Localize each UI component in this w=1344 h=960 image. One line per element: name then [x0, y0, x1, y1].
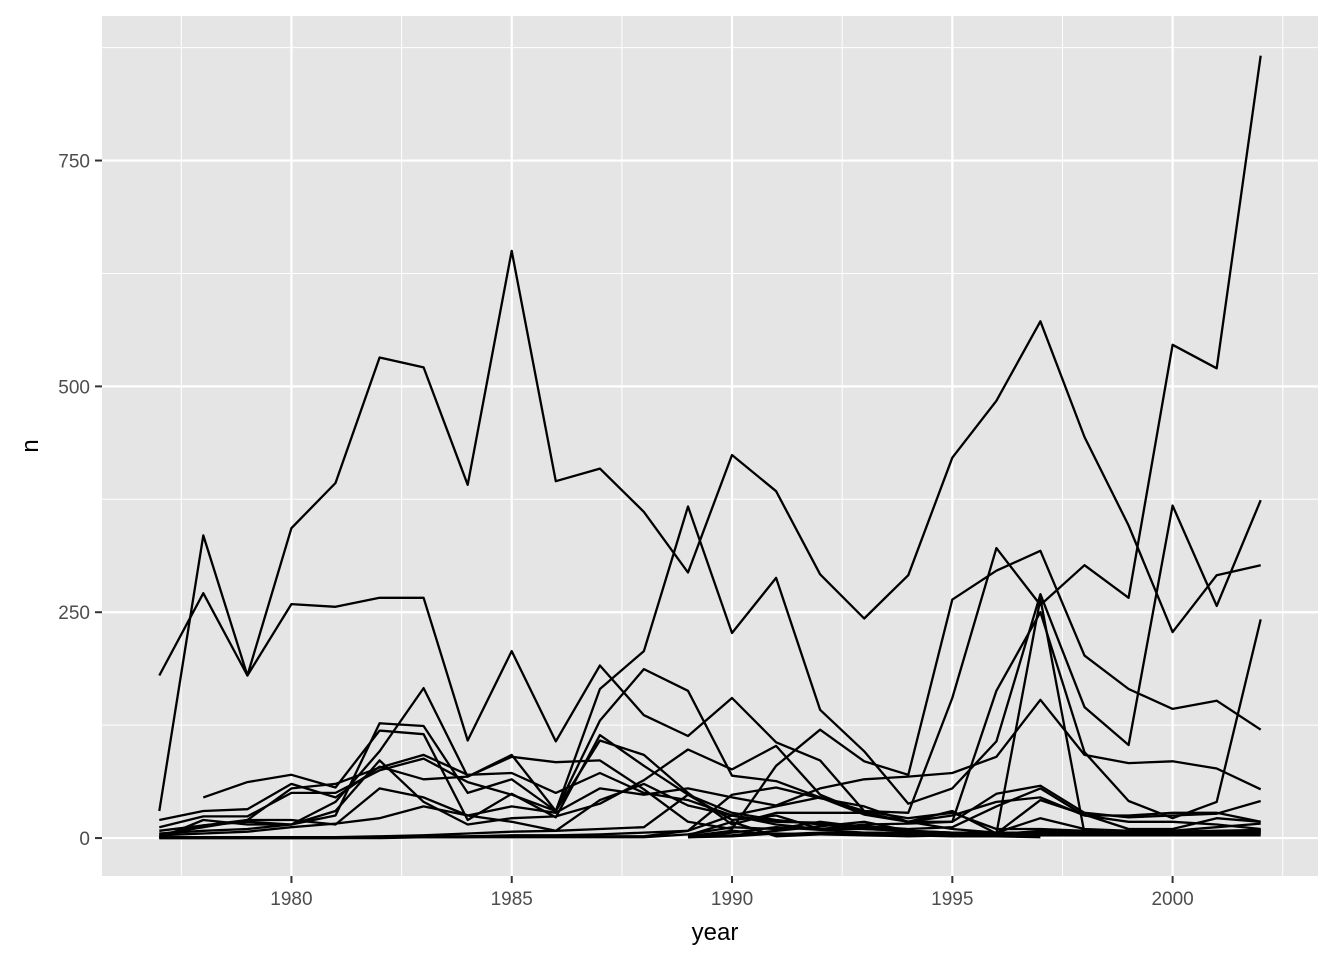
major-gridlines	[102, 16, 1318, 876]
minor-gridlines	[102, 16, 1318, 876]
series-line-5	[159, 611, 1262, 823]
x-axis: 1980 1985 1990 1995 2000	[270, 876, 1194, 910]
series-line-20	[687, 832, 1261, 839]
series-line-9	[202, 729, 1262, 831]
x-tick-label: 1995	[931, 889, 973, 910]
y-tick-label: 750	[58, 152, 90, 173]
plot-panel	[102, 16, 1318, 876]
series-line-2	[158, 55, 1262, 814]
x-tick-label: 1980	[270, 889, 312, 910]
y-tick-label: 500	[58, 377, 90, 398]
y-tick-label: 0	[79, 829, 90, 850]
x-axis-title: year	[692, 919, 739, 946]
x-tick-label: 1990	[711, 889, 753, 910]
series-line-10	[159, 698, 1262, 832]
series-line-1	[158, 249, 1261, 812]
series-lines	[158, 55, 1262, 840]
x-tick-label: 1985	[491, 889, 533, 910]
y-tick-label: 250	[58, 603, 90, 624]
series-line-11	[159, 782, 1261, 837]
y-axis: 0 250 500 750	[58, 152, 102, 850]
series-line-3	[158, 499, 1262, 840]
x-tick-label: 2000	[1151, 889, 1193, 910]
y-axis-title: n	[17, 439, 44, 452]
